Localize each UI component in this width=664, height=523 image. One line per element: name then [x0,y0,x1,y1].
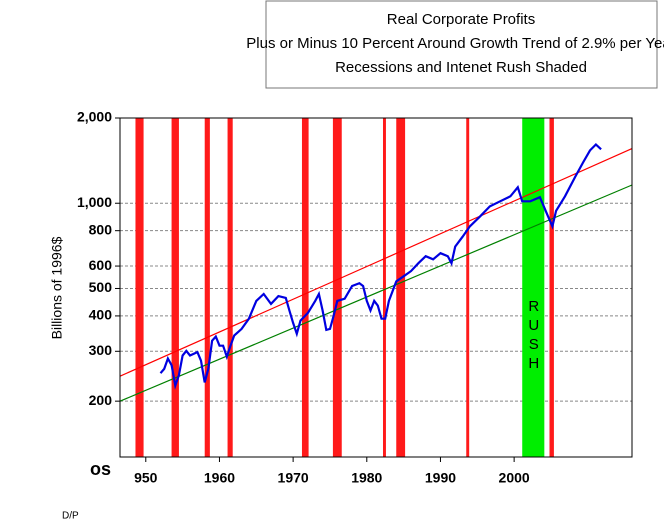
x-tick-label: 1960 [204,470,235,486]
y-tick-label: 1,000 [77,194,112,210]
title-box [265,0,658,89]
plot-background [120,118,632,457]
series-line [159,142,602,390]
y-tick-label: 600 [89,257,113,273]
shaded-band [301,118,309,457]
y-tick-label: 800 [89,221,113,237]
fragment-text: os [90,459,111,479]
shaded-band [549,118,554,457]
y-axis-label: Billions of 1996$ [49,236,65,339]
shaded-band [396,118,406,457]
shaded-band [466,118,470,457]
y-tick-label: 500 [89,279,113,295]
plot-border [119,117,633,458]
shaded-band [171,118,179,457]
chart-title: Real Corporate Profits [387,11,535,28]
fragment-text: D/P [62,511,79,522]
x-tick-label: 1980 [351,470,382,486]
plot-area: 200 300 400 500 600 800 1,000 2,000 RUSH 950 1960 1… [77,109,633,486]
series-line [119,148,633,377]
chart-subtitle: Recessions and Intenet Rush Shaded [335,59,587,76]
x-tick-label: 1970 [278,470,309,486]
shaded-band [382,118,386,457]
shaded-band [227,118,233,457]
y-tick-label: 200 [89,392,113,408]
x-tick-label: 2000 [499,470,530,486]
shaded-band [332,118,342,457]
y-tick-label: 2,000 [77,109,112,125]
band-annotation: RUSH [525,298,542,374]
chart-subtitle: Plus or Minus 10 Percent Around Growth T… [246,35,664,52]
x-tick-label: 950 [134,470,158,486]
x-tick-label: 1990 [425,470,456,486]
shaded-band [204,118,210,457]
shaded-band [135,118,144,457]
y-tick-label: 400 [89,307,113,323]
series-line [119,184,633,402]
shaded-band [522,118,545,457]
y-tick-label: 300 [89,342,113,358]
